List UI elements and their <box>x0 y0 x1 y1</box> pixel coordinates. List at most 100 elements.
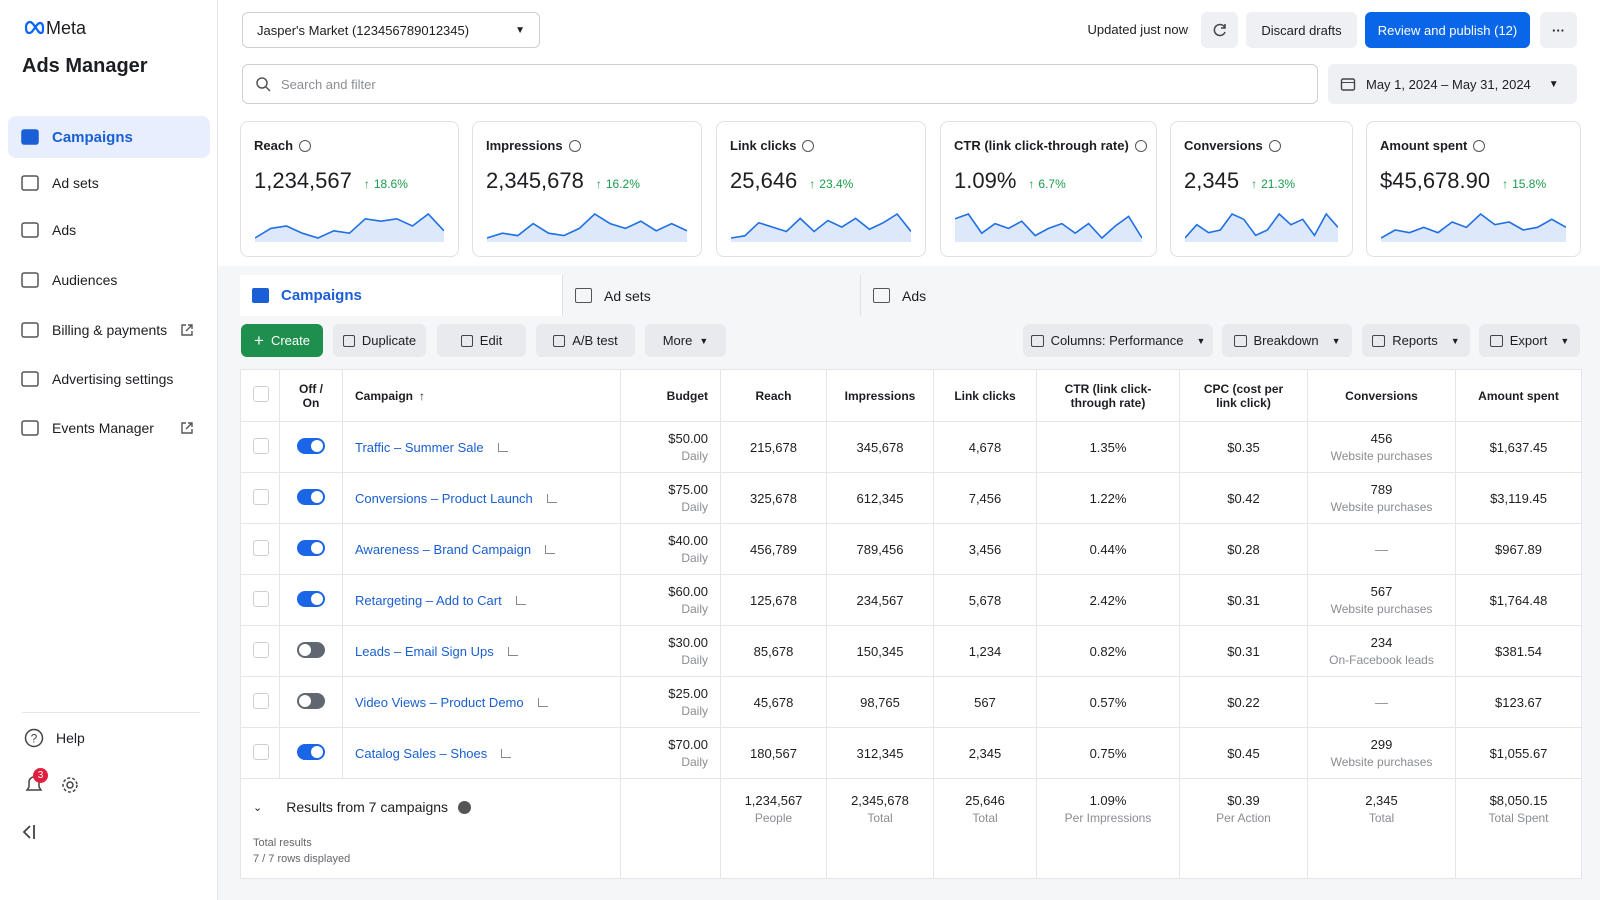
toggle[interactable] <box>297 743 325 760</box>
settings-icon[interactable] <box>60 775 80 795</box>
nav-item[interactable]: Advertising settings <box>8 358 210 400</box>
campaign-row: Conversions – Product Launch $75.00 Daily 3… <box>240 472 1582 524</box>
up-arrow: ↑ <box>1502 177 1509 191</box>
checkbox[interactable] <box>253 692 269 709</box>
checkbox[interactable] <box>253 590 269 607</box>
tab[interactable]: Ad sets <box>562 275 860 316</box>
sparkline-area <box>955 214 1142 242</box>
toggle[interactable] <box>297 539 325 556</box>
discard-button[interactable]: Discard drafts <box>1246 12 1357 48</box>
column-header: Campaign ↑ <box>342 369 621 422</box>
nav-item[interactable]: Events Manager <box>8 407 210 449</box>
nav-item[interactable]: Ad sets <box>8 162 210 204</box>
nav-label: Audiences <box>52 272 118 288</box>
refresh-button[interactable] <box>1201 12 1238 48</box>
up-arrow: ↑ <box>1028 177 1035 191</box>
checkbox[interactable] <box>253 539 269 556</box>
summary-cell: $0.39 Per Action <box>1179 778 1308 879</box>
impressions-cell: 98,765 <box>826 676 934 728</box>
nav-item[interactable]: Ads <box>8 209 210 251</box>
button-icon <box>1030 334 1044 347</box>
search-box[interactable]: Search and filter <box>242 64 1318 104</box>
toolbar-button[interactable]: Columns: Performance ▼ <box>1023 324 1213 357</box>
nav-label: Campaigns <box>52 128 133 146</box>
nav-item[interactable]: Audiences <box>8 259 210 301</box>
campaign-link[interactable]: Conversions – Product Launch <box>355 490 533 506</box>
campaign-link[interactable]: Awareness – Brand Campaign <box>355 541 532 557</box>
toggle-knob <box>311 745 323 758</box>
cpc-cell: $0.35 <box>1179 421 1308 473</box>
nav-icon <box>21 322 39 338</box>
more-button[interactable]: ··· <box>1540 12 1577 48</box>
button-label: Duplicate <box>361 333 417 348</box>
button-icon <box>460 334 473 347</box>
toggle-cell <box>279 625 343 677</box>
checkbox[interactable] <box>253 743 269 760</box>
toggle[interactable] <box>297 437 325 454</box>
summary-value: $8,050.15 <box>1489 793 1548 808</box>
conversions: 456 <box>1370 431 1393 446</box>
campaign-link[interactable]: Catalog Sales – Shoes <box>355 745 488 761</box>
spent-cell: $381.54 <box>1455 625 1582 677</box>
icon-shape <box>21 371 39 387</box>
tab[interactable]: Ads <box>860 275 1581 316</box>
metric-value: 2,345,678 <box>486 168 584 193</box>
change-text: 6.7% <box>1038 177 1066 191</box>
cpc-cell: $0.31 <box>1179 625 1308 677</box>
toolbar-button[interactable]: + Create <box>241 324 323 357</box>
campaign-link[interactable]: Retargeting – Add to Cart <box>355 592 502 608</box>
campaign-row: Leads – Email Sign Ups $30.00 Daily 85,678 1… <box>240 625 1582 677</box>
chart-icon <box>537 697 548 707</box>
toggle[interactable] <box>297 488 325 505</box>
collapse-icon[interactable] <box>22 822 44 842</box>
metric-value-row: 1,234,567 ↑ 18.6% <box>254 168 408 194</box>
toolbar-button[interactable]: Duplicate <box>333 324 426 357</box>
caret: ▼ <box>1450 335 1460 346</box>
toggle[interactable] <box>297 692 325 709</box>
nav-item[interactable]: Campaigns <box>8 116 210 158</box>
toolbar-button[interactable]: Edit <box>437 324 526 357</box>
toggle[interactable] <box>297 641 325 658</box>
summary-value: 2,345 <box>1365 793 1398 808</box>
icon-shape <box>21 322 39 338</box>
nav-item[interactable]: Billing & payments <box>8 309 210 351</box>
cpc-cell: $0.22 <box>1179 676 1308 728</box>
sparkline-area <box>731 214 911 242</box>
toolbar-button[interactable]: Breakdown ▼ <box>1222 324 1352 357</box>
button-icon <box>1489 334 1503 347</box>
tab[interactable]: Campaigns <box>240 275 562 316</box>
toolbar-button[interactable]: Export ▼ <box>1479 324 1580 357</box>
publish-button[interactable]: Review and publish (12) <box>1365 12 1530 48</box>
button-label: Breakdown <box>1253 333 1319 348</box>
cpc-cell: $0.28 <box>1179 523 1308 575</box>
account-selector[interactable]: Jasper's Market (123456789012345) ▼ <box>242 12 540 48</box>
toggle[interactable] <box>297 590 325 607</box>
checkbox[interactable] <box>253 437 269 454</box>
select-cell <box>240 676 280 728</box>
toolbar-button[interactable]: More ▼ <box>645 324 726 357</box>
campaign-link[interactable]: Leads – Email Sign Ups <box>355 643 494 659</box>
toolbar-button[interactable]: A/B test <box>536 324 635 357</box>
campaign-link[interactable]: Video Views – Product Demo <box>355 694 524 710</box>
column-header: Impressions <box>826 369 934 422</box>
icon-shape <box>181 324 193 336</box>
impressions-cell: 150,345 <box>826 625 934 677</box>
checkbox[interactable] <box>253 386 269 402</box>
column-header: Amount spent <box>1455 369 1582 422</box>
checkbox[interactable] <box>253 641 269 658</box>
checkbox[interactable] <box>253 488 269 505</box>
tab-label: Campaigns <box>281 287 362 304</box>
total-results: Total results <box>253 837 312 849</box>
expand-caret[interactable]: ⌄ <box>253 801 263 814</box>
external-icon <box>181 422 193 434</box>
header-row: Off / On Campaign ↑ Budget Reach Impressions L… <box>240 369 1582 422</box>
budget: $75.00 <box>668 482 708 497</box>
toolbar-button[interactable]: Reports ▼ <box>1362 324 1470 357</box>
conversions: — <box>1375 694 1388 710</box>
campaign-link[interactable]: Traffic – Summer Sale <box>355 439 484 455</box>
help-link[interactable]: Help <box>56 730 85 746</box>
date-picker[interactable]: May 1, 2024 – May 31, 2024 ▼ <box>1328 64 1577 104</box>
up-arrow: ↑ <box>809 177 816 191</box>
